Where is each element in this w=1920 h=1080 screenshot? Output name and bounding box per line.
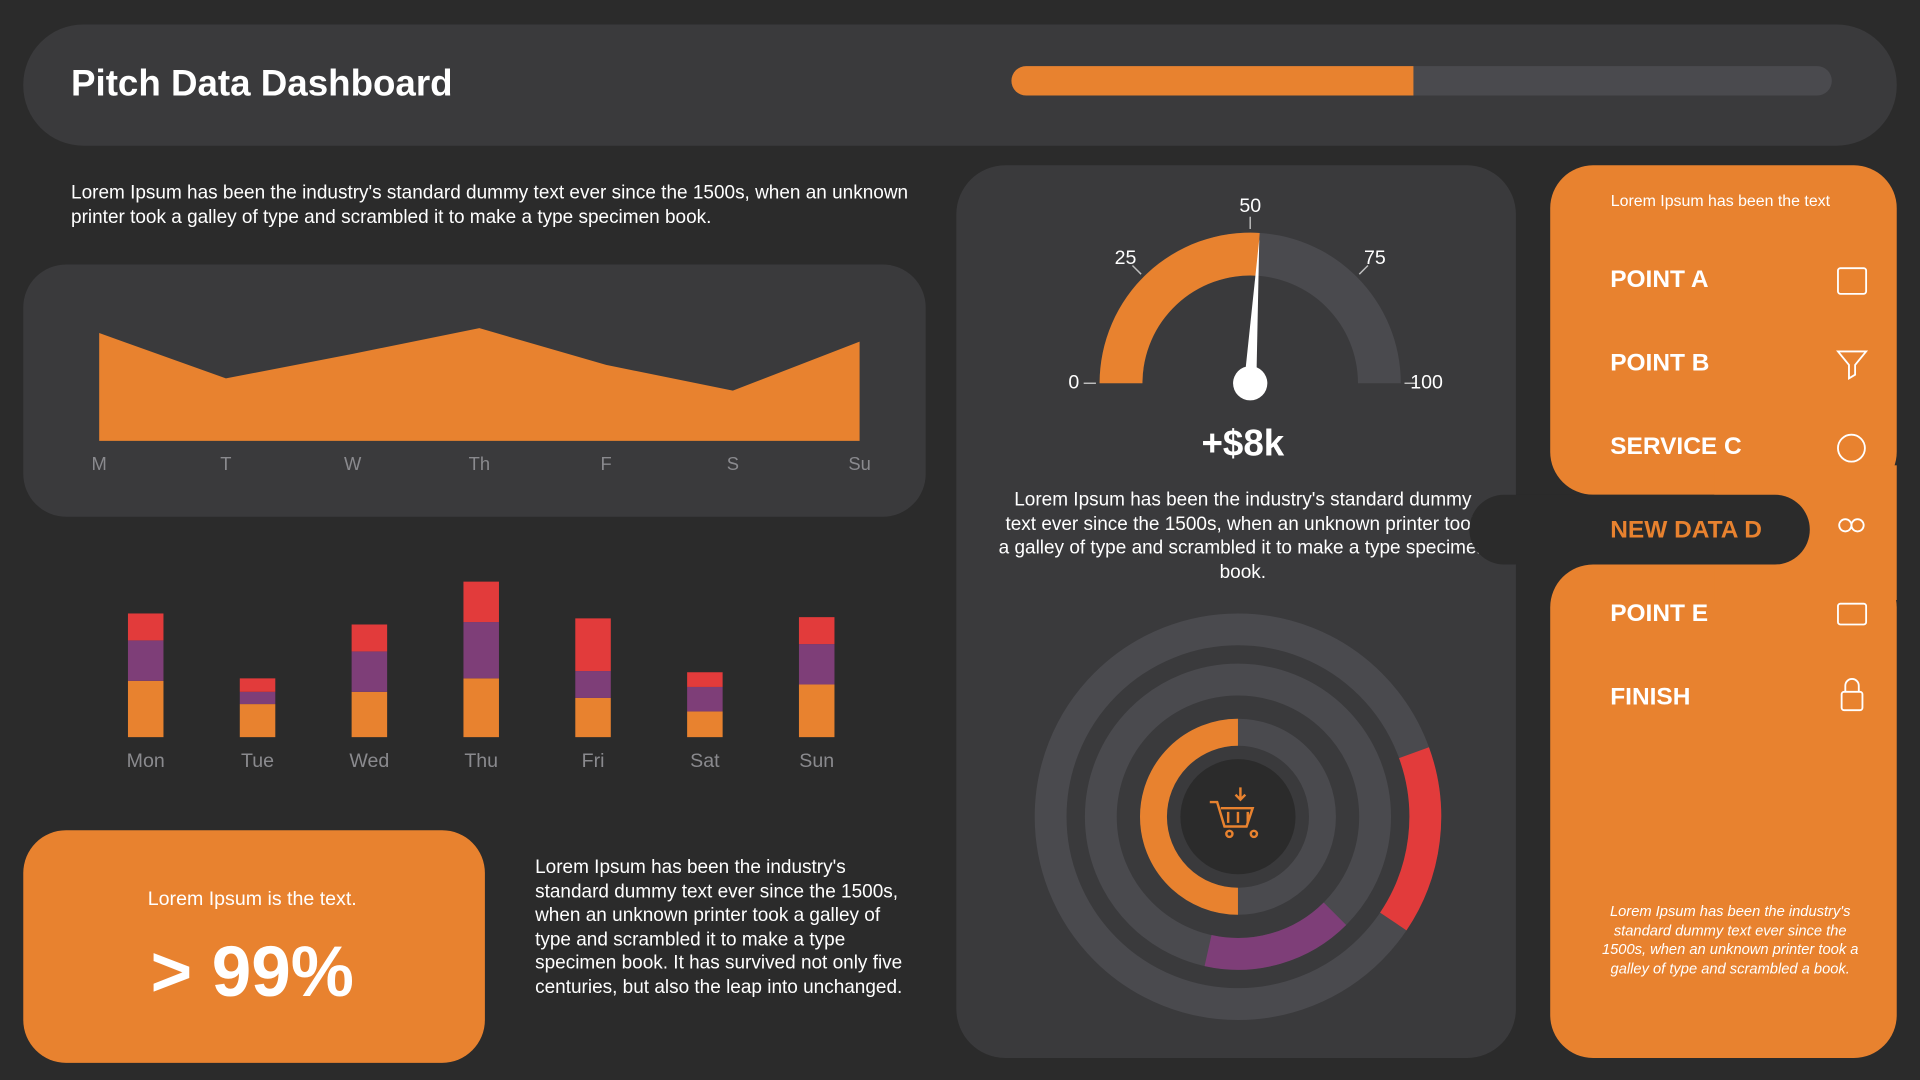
- x-tick-label: Thu: [464, 750, 498, 772]
- bar-segment: [351, 651, 388, 692]
- gauge-body-wrap: Lorem Ipsum has been the industry's stan…: [998, 489, 1488, 583]
- bar-segment: [239, 678, 276, 692]
- x-tick-label: Sun: [799, 750, 834, 772]
- bar-segment: [798, 644, 835, 685]
- icon-lock-shackle: [1844, 678, 1860, 692]
- gauge-tick-label: 0: [1068, 371, 1079, 393]
- gauge-needle: [1244, 239, 1260, 384]
- icon-calendar: [1837, 267, 1868, 295]
- gauge-hub: [1233, 366, 1268, 401]
- x-tick-label: M: [92, 453, 107, 474]
- body-wrap: Lorem Ipsum has been the industry's stan…: [535, 857, 903, 998]
- intro-text: Lorem Ipsum has been the industry's stan…: [71, 182, 909, 228]
- nav-item[interactable]: FINISH: [1610, 683, 1690, 710]
- bar-segment: [127, 680, 164, 738]
- gauge-value: [1099, 232, 1260, 384]
- bar-segment: [575, 697, 611, 738]
- gauge-tick: [1131, 264, 1142, 275]
- x-tick-label: F: [601, 453, 612, 474]
- gauge-tick-label: 25: [1115, 247, 1137, 269]
- nav-panel-top: [1550, 165, 1897, 495]
- icon-case: [1837, 602, 1868, 626]
- icon-gear: [1837, 433, 1866, 463]
- bar-segment: [798, 617, 835, 645]
- bar-segment: [239, 704, 276, 738]
- gauge-tick-label: 75: [1364, 247, 1386, 269]
- x-tick-label: Sat: [690, 750, 720, 772]
- nav-item[interactable]: POINT A: [1610, 266, 1709, 293]
- nav-item[interactable]: SERVICE C: [1610, 433, 1741, 460]
- x-tick-label: T: [220, 453, 231, 474]
- bar-segment: [127, 613, 164, 641]
- bar-segment: [798, 684, 835, 738]
- header-panel: [23, 24, 1897, 146]
- bar-segment: [239, 691, 276, 705]
- kpi-panel: [23, 830, 485, 1063]
- x-tick-label: Tue: [241, 750, 274, 772]
- bar-segment: [463, 678, 499, 738]
- x-tick-label: Wed: [349, 750, 389, 772]
- area: [99, 328, 860, 441]
- bar-segment: [687, 686, 723, 712]
- bar-segment: [351, 624, 388, 652]
- nav-item[interactable]: NEW DATA D: [1610, 516, 1762, 543]
- nav-item[interactable]: POINT E: [1610, 600, 1708, 627]
- progress-fill: [1011, 66, 1414, 96]
- kpi-value: > 99%: [151, 933, 354, 1012]
- x-tick-label: Th: [469, 453, 490, 474]
- gauge-body-text: Lorem Ipsum has been the industry's stan…: [998, 489, 1488, 583]
- icon-lock: [1840, 690, 1864, 712]
- center-panel: [956, 165, 1516, 1058]
- cart-wheel: [1249, 829, 1259, 839]
- bar-segment: [463, 622, 499, 679]
- ring-arc: [1140, 718, 1239, 915]
- nav-caption: Lorem Ipsum has been the text: [1611, 193, 1831, 210]
- icon-filter: [1836, 350, 1869, 380]
- gauge-tick: [1358, 264, 1369, 275]
- bar-segment: [127, 640, 164, 681]
- nav-item[interactable]: POINT B: [1610, 349, 1709, 376]
- nav-panel-bottom: [1550, 564, 1897, 1058]
- kpi-caption: Lorem Ipsum is the text.: [148, 888, 357, 910]
- gauge-tick-label: 100: [1410, 371, 1443, 393]
- bar-segment: [575, 618, 611, 672]
- x-tick-label: Mon: [127, 750, 165, 772]
- x-tick-label: Fri: [582, 750, 605, 772]
- bar-segment: [687, 711, 723, 738]
- body-text: Lorem Ipsum has been the industry's stan…: [535, 857, 903, 998]
- x-tick-label: Su: [848, 453, 870, 474]
- nav-active-pill: [1469, 494, 1810, 565]
- intro-wrap: Lorem Ipsum has been the industry's stan…: [71, 182, 909, 228]
- title: Pitch Data Dashboard: [71, 62, 453, 103]
- x-tick-label: W: [344, 453, 362, 474]
- nav-footer: Lorem Ipsum has been the industry's stan…: [1601, 902, 1859, 977]
- bar-segment: [687, 672, 723, 687]
- bar-segment: [351, 691, 388, 738]
- ring-arc: [1204, 902, 1347, 970]
- ring-arc: [1379, 747, 1442, 931]
- icon-users-2: [1850, 518, 1865, 533]
- bar-segment: [463, 581, 499, 623]
- gauge-annotation: +$8k: [1201, 422, 1284, 463]
- gauge-tick-label: 50: [1239, 195, 1261, 217]
- bar-segment: [575, 671, 611, 698]
- x-tick-label: S: [727, 453, 739, 474]
- nav-footer-wrap: Lorem Ipsum has been the industry's stan…: [1601, 902, 1859, 977]
- cart-wheel: [1225, 829, 1234, 839]
- nav-icons: [1836, 267, 1869, 712]
- cart-icon: [1209, 787, 1255, 828]
